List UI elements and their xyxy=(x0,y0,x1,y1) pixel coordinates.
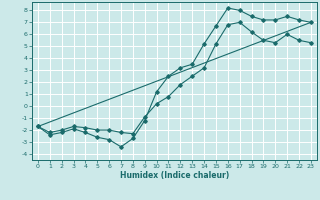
X-axis label: Humidex (Indice chaleur): Humidex (Indice chaleur) xyxy=(120,171,229,180)
